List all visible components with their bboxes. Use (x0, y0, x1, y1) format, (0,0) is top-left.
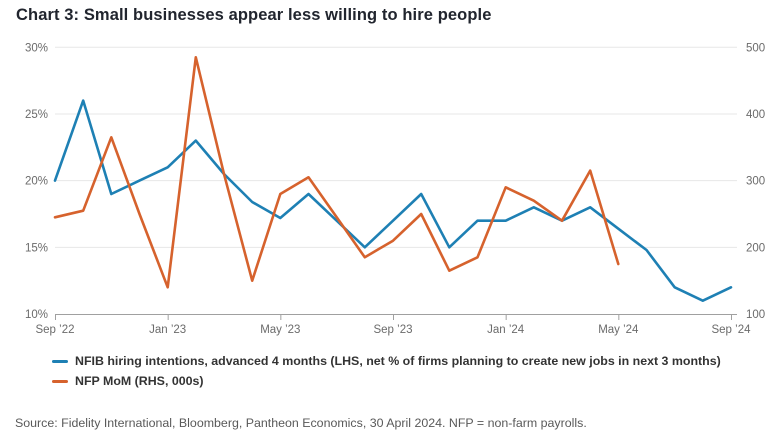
svg-text:100: 100 (746, 309, 765, 321)
svg-text:500: 500 (746, 42, 765, 54)
legend-label-nfp: NFP MoM (RHS, 000s) (75, 374, 204, 388)
svg-text:Sep ’22: Sep ’22 (35, 324, 74, 336)
legend-item-nfp: NFP MoM (RHS, 000s) (52, 371, 721, 391)
nfib-series-line (53, 99, 733, 303)
legend-label-nfib: NFIB hiring intentions, advanced 4 month… (75, 354, 721, 368)
svg-text:Jan ’23: Jan ’23 (149, 324, 186, 336)
svg-text:May ’24: May ’24 (598, 324, 639, 336)
svg-text:Sep ’23: Sep ’23 (373, 324, 412, 336)
chart-title: Chart 3: Small businesses appear less wi… (16, 6, 492, 24)
svg-text:300: 300 (746, 176, 765, 188)
svg-text:400: 400 (746, 109, 765, 121)
chart-svg: 30% 25% 20% 15% 10% 500 400 300 200 100 Sep ’22 Jan… (25, 42, 765, 336)
nfib-line-swatch-icon (52, 359, 68, 363)
svg-text:Sep ’24: Sep ’24 (711, 324, 751, 336)
svg-text:200: 200 (746, 242, 765, 254)
legend: NFIB hiring intentions, advanced 4 month… (52, 351, 721, 391)
x-axis-labels: Sep ’22 Jan ’23 May ’23 Sep ’23 Jan ’24 May ’… (35, 324, 751, 336)
source-note: Source: Fidelity International, Bloomber… (15, 416, 587, 430)
nfp-series-line (53, 55, 620, 289)
svg-text:15%: 15% (25, 242, 48, 254)
svg-text:25%: 25% (25, 109, 48, 121)
y-axis-right-labels: 500 400 300 200 100 (746, 42, 765, 321)
legend-item-nfib: NFIB hiring intentions, advanced 4 month… (52, 351, 721, 371)
gridlines (55, 46, 737, 248)
svg-text:Jan ’24: Jan ’24 (487, 324, 525, 336)
svg-text:May ’23: May ’23 (260, 324, 300, 336)
nfp-line-swatch-icon (52, 379, 68, 383)
svg-text:10%: 10% (25, 309, 48, 321)
svg-text:20%: 20% (25, 176, 48, 188)
x-axis-ticks (55, 314, 732, 320)
svg-text:30%: 30% (25, 42, 48, 54)
y-axis-left-labels: 30% 25% 20% 15% 10% (25, 42, 48, 321)
